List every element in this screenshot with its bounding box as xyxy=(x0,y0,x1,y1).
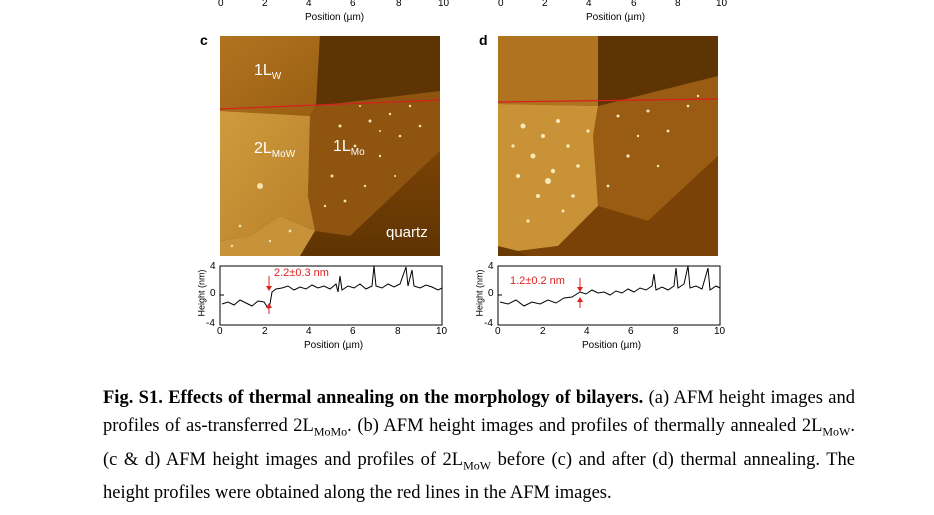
tick: 2 xyxy=(542,0,548,9)
y-tick: -4 xyxy=(206,318,215,329)
panel-letter-c: c xyxy=(200,32,208,48)
profile-annotation: 2.2±0.3 nm xyxy=(274,267,329,279)
y-axis-label: Height (nm) xyxy=(196,269,207,317)
tick: 10 xyxy=(716,0,728,9)
caption-sub: MoW xyxy=(822,424,851,439)
tick: 10 xyxy=(438,0,450,9)
y-tick: 0 xyxy=(488,288,494,299)
x-tick: 8 xyxy=(673,326,679,337)
label-2lmow: 2LMoW xyxy=(254,140,296,161)
profile-trace xyxy=(221,265,443,309)
afm-image-c: 1LW 2LMoW 1LMo quartz xyxy=(220,36,440,256)
profile-trace xyxy=(499,265,721,307)
x-axis-label: Position (µm) xyxy=(586,12,646,23)
x-tick: 6 xyxy=(350,326,356,337)
tick: 8 xyxy=(675,0,681,9)
tick: 6 xyxy=(631,0,637,9)
afm-height-map-c xyxy=(220,36,440,256)
tick: 8 xyxy=(396,0,402,9)
x-tick: 8 xyxy=(395,326,401,337)
label-1lw: 1LW xyxy=(254,62,282,83)
x-tick: 0 xyxy=(217,326,223,337)
x-tick: 2 xyxy=(540,326,546,337)
y-tick: 4 xyxy=(488,261,494,272)
x-tick: 4 xyxy=(306,326,312,337)
afm-image-d xyxy=(498,36,718,256)
scan-line xyxy=(498,98,718,103)
x-tick: 4 xyxy=(584,326,590,337)
x-tick: 10 xyxy=(714,326,726,337)
height-profile-d: 4 0 -4 Height (nm) 1.2±0.2 nm 0 2 4 6 8 … xyxy=(474,261,726,352)
height-profile-c: 4 0 -4 Height (nm) 2.2±0.3 nm 0 2 4 6 8 … xyxy=(196,261,448,352)
tick: 4 xyxy=(586,0,592,9)
x-tick: 6 xyxy=(628,326,634,337)
profile-annotation: 1.2±0.2 nm xyxy=(510,275,565,287)
x-tick: 10 xyxy=(436,326,448,337)
caption-text: . (c & d) AFM height images and profiles… xyxy=(103,416,855,470)
tick: 0 xyxy=(498,0,504,9)
scan-line xyxy=(220,99,440,110)
tick: 6 xyxy=(350,0,356,9)
caption-text: . (b) AFM height images and profiles of … xyxy=(347,416,823,436)
figure-caption: Fig. S1. Effects of thermal annealing on… xyxy=(103,384,855,507)
y-tick: -4 xyxy=(484,318,493,329)
label-quartz: quartz xyxy=(386,224,428,241)
y-axis-label: Height (nm) xyxy=(474,269,485,317)
caption-title: Fig. S1. Effects of thermal annealing on… xyxy=(103,388,644,408)
x-tick: 0 xyxy=(495,326,501,337)
y-tick: 0 xyxy=(210,288,216,299)
tick: 0 xyxy=(218,0,224,9)
x-axis-label: Position (µm) xyxy=(305,12,365,23)
tick: 4 xyxy=(306,0,312,9)
tick: 2 xyxy=(262,0,268,9)
caption-text: before (c) and after (d) thermal anneali… xyxy=(103,449,855,504)
label-1lmo: 1LMo xyxy=(333,138,365,159)
caption-sub: MoMo xyxy=(313,424,348,439)
y-tick: 4 xyxy=(210,261,216,272)
caption-sub: MoW xyxy=(463,458,492,473)
x-axis-label: Position (µm) xyxy=(582,340,642,351)
afm-height-map-d xyxy=(498,36,718,256)
panel-letter-d: d xyxy=(479,32,488,48)
x-tick: 2 xyxy=(262,326,268,337)
x-axis-label: Position (µm) xyxy=(304,340,364,351)
caption-text: (a) AFM height images and profiles of as… xyxy=(103,388,855,436)
